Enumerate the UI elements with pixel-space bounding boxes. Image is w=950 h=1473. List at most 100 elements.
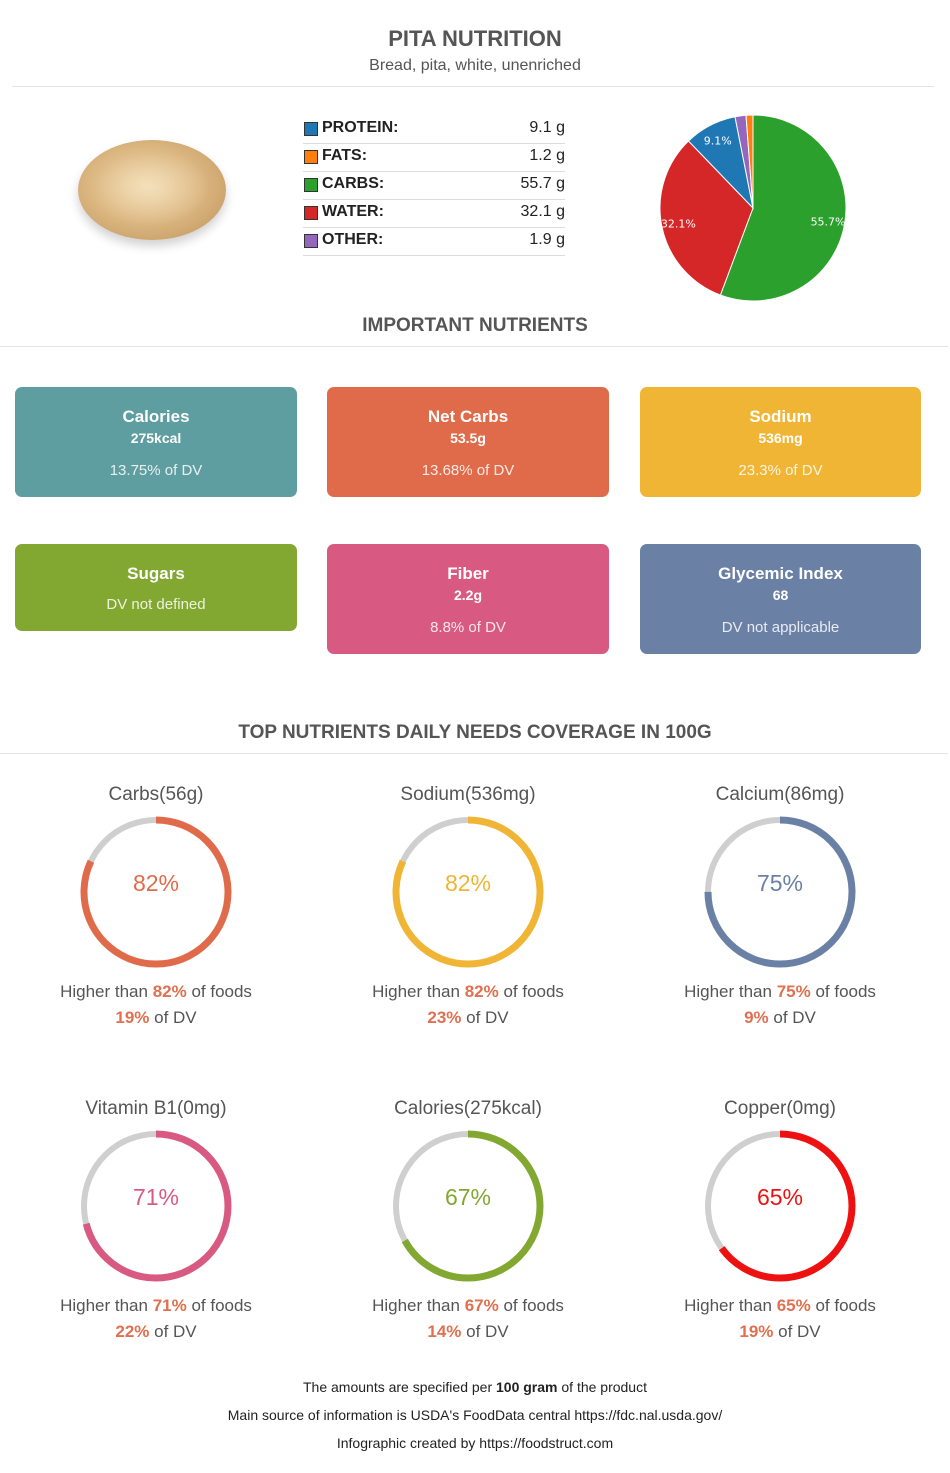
caption-suffix: of foods [186,1296,252,1315]
important-nutrients-title: IMPORTANT NUTRIENTS [362,315,588,336]
coverage-ring-calcium [704,816,856,968]
page-title: PITA NUTRITION [388,26,562,51]
ring-progress [704,1130,856,1282]
ring-title: Calories(275kcal) [394,1098,542,1119]
card-name: Calories [122,407,190,426]
card-value: 536mg [758,430,803,446]
caption-prefix: Higher than [684,982,777,1001]
card-value: 2.2g [453,587,482,603]
coverage-ring-copper [704,1130,856,1282]
caption-dv: 19% [115,1008,150,1027]
caption-percent: 82% [152,982,187,1001]
macro-pie-chart: 55.7% 32.1% 9.1% [659,114,847,302]
ring-progress [704,816,856,968]
macro-label: PROTEIN: [322,119,399,136]
macro-row-other: OTHER: 1.9 g [303,227,565,256]
card-sugars: Sugars DV not defined [15,544,297,631]
macro-label: OTHER: [322,231,384,248]
ring-progress [392,816,544,968]
card-dv: 13.68% of DV [421,462,515,479]
caption-dv-suffix: of DV [768,1008,816,1027]
card-calories: Calories 275kcal 13.75% of DV [15,387,297,497]
card-dv: DV not defined [106,596,206,613]
ring-percent: 75% [756,870,804,896]
pie-slice-carbs [719,114,847,302]
caption-dv: 14% [427,1322,462,1341]
ring-caption: Higher than 82% of foods 19% of DV [6,979,306,1031]
pie-label-protein: 9.1% [704,134,732,147]
macro-row-carbs: CARBS: 55.7 g [303,171,565,200]
caption-prefix: Higher than [684,1296,777,1315]
caption-dv-suffix: of DV [461,1008,509,1027]
footer-source: Main source of information is USDA's Foo… [227,1407,723,1423]
caption-suffix: of foods [498,982,564,1001]
card-value: 275kcal [130,430,182,446]
coverage-ring-carbs [80,816,232,968]
macro-row-water: WATER: 32.1 g [303,199,565,228]
caption-dv-suffix: of DV [773,1322,821,1341]
card-name: Fiber [447,564,489,583]
page-subtitle: Bread, pita, white, unenriched [369,57,581,74]
caption-suffix: of foods [498,1296,564,1315]
pie-slice-fats [745,114,754,209]
ring-title: Carbs(56g) [108,784,204,805]
ring-progress [80,1130,232,1282]
macro-value: 1.2 g [529,147,565,164]
pie-label-carbs: 55.7% [811,216,846,229]
ring-title: Vitamin B1(0mg) [85,1098,227,1119]
pita-highlight [92,150,210,226]
caption-percent: 71% [152,1296,187,1315]
card-name: Glycemic Index [718,564,843,583]
ring-caption: Higher than 71% of foods 22% of DV [6,1293,306,1345]
card-value: 68 [772,587,789,603]
pita-image [78,140,226,240]
coverage-ring-sodium [392,816,544,968]
ring-caption: Higher than 65% of foods 19% of DV [630,1293,930,1345]
card-net-carbs: Net Carbs 53.5g 13.68% of DV [327,387,609,497]
footer-note: The amounts are specified per 100 gram o… [0,1379,950,1395]
footer-text: The amounts are specified per [303,1379,496,1395]
pie-label-water: 32.1% [661,217,696,230]
footer-credit: Infographic created by https://foodstruc… [336,1435,614,1451]
card-dv: DV not applicable [721,619,840,636]
coverage-ring-vitamin-b1 [80,1130,232,1282]
macro-value: 1.9 g [529,231,565,248]
card-name: Sodium [749,407,812,426]
ring-caption: Higher than 67% of foods 14% of DV [318,1293,618,1345]
caption-percent: 65% [776,1296,811,1315]
divider [0,753,948,754]
caption-suffix: of foods [810,982,876,1001]
ring-title: Copper(0mg) [724,1098,836,1119]
other-swatch [304,234,318,248]
macro-row-protein: PROTEIN: 9.1 g [303,115,565,144]
ring-caption: Higher than 75% of foods 9% of DV [630,979,930,1031]
pie-slice-water [659,140,754,296]
caption-percent: 82% [464,982,499,1001]
ring-percent: 82% [132,870,180,896]
card-glycemic-index: Glycemic Index 68 DV not applicable [640,544,921,654]
card-name: Net Carbs [427,407,509,426]
ring-percent: 67% [444,1184,492,1210]
coverage-ring-calories [392,1130,544,1282]
macro-label: WATER: [322,203,384,220]
macro-value: 9.1 g [529,119,565,136]
ring-percent: 65% [756,1184,804,1210]
protein-swatch [304,122,318,136]
caption-dv: 19% [739,1322,774,1341]
carbs-swatch [304,178,318,192]
caption-suffix: of foods [186,982,252,1001]
caption-dv: 9% [744,1008,769,1027]
macro-label: CARBS: [322,175,385,192]
caption-percent: 75% [776,982,811,1001]
card-value: 53.5g [450,430,486,446]
caption-dv-suffix: of DV [461,1322,509,1341]
caption-prefix: Higher than [60,1296,153,1315]
ring-percent: 71% [132,1184,180,1210]
fats-swatch [304,150,318,164]
water-swatch [304,206,318,220]
coverage-title: TOP NUTRIENTS DAILY NEEDS COVERAGE IN 10… [238,722,712,743]
card-dv: 13.75% of DV [109,462,203,479]
footer-text: of the product [557,1379,647,1395]
footer-bold: 100 gram [496,1379,558,1395]
ring-progress [392,1130,544,1282]
